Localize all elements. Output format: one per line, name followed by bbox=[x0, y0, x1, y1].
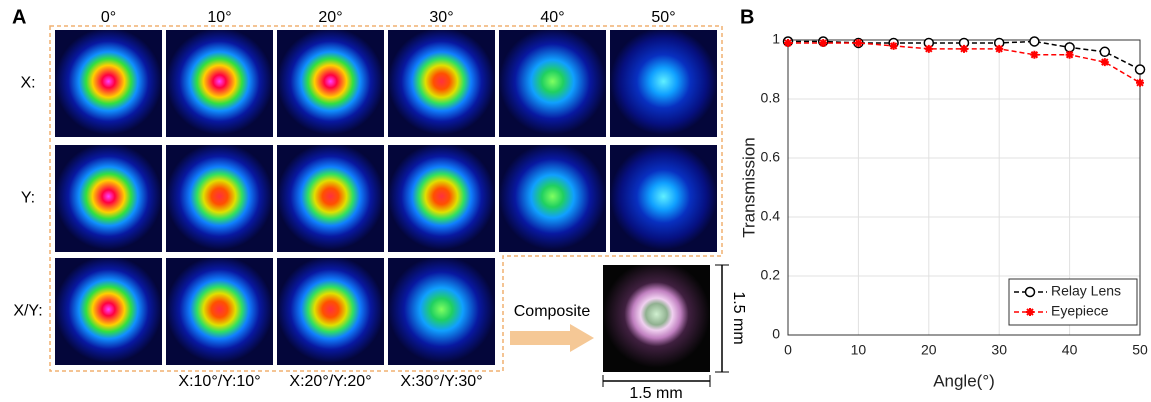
marker bbox=[1029, 36, 1040, 47]
marker bbox=[854, 38, 863, 47]
chart: 00.20.40.60.810 10 20 30 40 50Angle(°)Transmi… bbox=[739, 31, 1148, 391]
spot-grid bbox=[55, 30, 717, 365]
arrow-head bbox=[570, 324, 594, 352]
beam-image bbox=[277, 30, 384, 137]
marker bbox=[1065, 50, 1074, 59]
column-header: 50° bbox=[651, 9, 675, 26]
beam-image bbox=[499, 30, 606, 137]
beam-image bbox=[55, 145, 162, 252]
beam-image bbox=[499, 145, 606, 252]
x-axis-label: Angle(°) bbox=[933, 371, 995, 390]
arrow-label: Composite bbox=[514, 303, 591, 320]
y-tick-label: 0.8 bbox=[761, 90, 781, 106]
beam-image bbox=[277, 258, 384, 365]
y-tick-label: 1 bbox=[772, 31, 780, 47]
marker bbox=[1136, 78, 1144, 87]
column-header: 10° bbox=[207, 9, 231, 26]
marker bbox=[819, 38, 828, 47]
beam-image bbox=[610, 30, 717, 137]
scale-label: 1.5 mm bbox=[629, 385, 682, 402]
column-header: 30° bbox=[429, 9, 453, 26]
marker bbox=[1024, 286, 1036, 298]
marker bbox=[924, 44, 933, 53]
beam-image bbox=[166, 258, 273, 365]
marker bbox=[1064, 42, 1075, 53]
beam-image bbox=[610, 145, 717, 252]
x-tick-label: 30 bbox=[991, 342, 1007, 358]
image-caption: X:30°/Y:30° bbox=[400, 373, 482, 390]
row-label: X: bbox=[20, 75, 35, 92]
legend-label: Eyepiece bbox=[1051, 303, 1109, 319]
marker bbox=[1134, 64, 1146, 75]
composite-image bbox=[603, 265, 710, 372]
y-tick-label: 0.4 bbox=[761, 208, 781, 224]
beam-image bbox=[388, 145, 495, 252]
marker bbox=[784, 38, 792, 47]
beam-image bbox=[55, 30, 162, 137]
x-tick-label: 20 bbox=[921, 342, 937, 358]
beam-image bbox=[388, 30, 495, 137]
marker bbox=[995, 44, 1004, 53]
marker bbox=[1026, 308, 1034, 316]
beam-image bbox=[277, 145, 384, 252]
y-tick-label: 0 bbox=[772, 326, 780, 342]
panel-label: B bbox=[740, 6, 754, 28]
column-header: 40° bbox=[540, 9, 564, 26]
image-caption: X:20°/Y:20° bbox=[289, 373, 371, 390]
y-axis-label: Transmission bbox=[739, 137, 758, 237]
scale-label: 1.5 mm bbox=[730, 291, 747, 344]
beam-image bbox=[166, 30, 273, 137]
column-header: 20° bbox=[318, 9, 342, 26]
x-tick-label: 0 bbox=[784, 342, 792, 358]
x-tick-label: 10 bbox=[851, 342, 867, 358]
legend-box bbox=[1008, 278, 1138, 326]
marker bbox=[1099, 46, 1111, 58]
marker bbox=[960, 44, 968, 53]
beam-image bbox=[166, 145, 273, 252]
y-tick-label: 0.6 bbox=[761, 149, 781, 165]
x-tick-label: 40 bbox=[1062, 342, 1078, 358]
row-label: Y: bbox=[21, 190, 35, 207]
column-header: 0° bbox=[101, 9, 116, 26]
image-caption: X:10°/Y:10° bbox=[178, 373, 260, 390]
marker bbox=[1100, 58, 1109, 67]
marker bbox=[1030, 50, 1039, 59]
marker bbox=[889, 41, 898, 50]
beam-image bbox=[388, 258, 495, 365]
beam-image bbox=[55, 258, 162, 365]
legend-label: Relay Lens bbox=[1051, 283, 1121, 299]
row-label: X/Y: bbox=[13, 303, 42, 320]
dashed-frame bbox=[49, 25, 723, 372]
panel-label: A bbox=[12, 6, 26, 28]
y-tick-label: 0.2 bbox=[761, 267, 781, 283]
x-tick-label: 50 bbox=[1132, 342, 1148, 358]
